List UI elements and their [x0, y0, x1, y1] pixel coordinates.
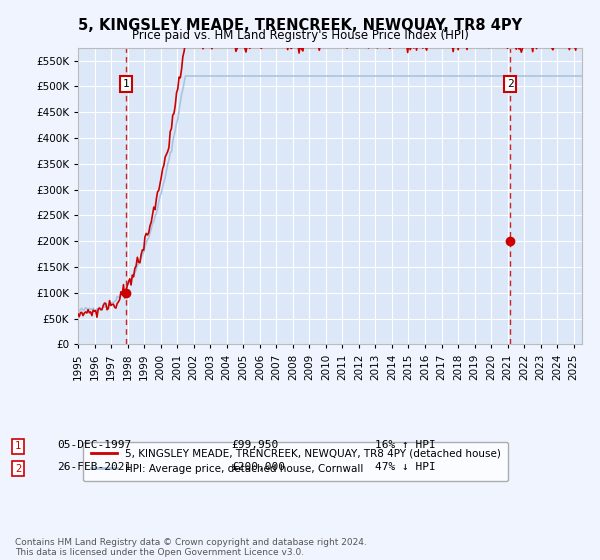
Text: 1: 1	[122, 79, 130, 88]
Text: 2: 2	[506, 79, 514, 88]
Text: 26-FEB-2021: 26-FEB-2021	[57, 463, 131, 473]
Legend: 5, KINGSLEY MEADE, TRENCREEK, NEWQUAY, TR8 4PY (detached house), HPI: Average pr: 5, KINGSLEY MEADE, TRENCREEK, NEWQUAY, T…	[83, 442, 508, 482]
Text: 05-DEC-1997: 05-DEC-1997	[57, 440, 131, 450]
Text: Contains HM Land Registry data © Crown copyright and database right 2024.
This d: Contains HM Land Registry data © Crown c…	[15, 538, 367, 557]
Text: 16% ↑ HPI: 16% ↑ HPI	[375, 440, 436, 450]
Text: £200,000: £200,000	[231, 463, 285, 473]
Text: 5, KINGSLEY MEADE, TRENCREEK, NEWQUAY, TR8 4PY: 5, KINGSLEY MEADE, TRENCREEK, NEWQUAY, T…	[78, 18, 522, 33]
Text: 47% ↓ HPI: 47% ↓ HPI	[375, 463, 436, 473]
Text: £99,950: £99,950	[231, 440, 278, 450]
Text: 1: 1	[15, 441, 21, 451]
Text: 2: 2	[15, 464, 21, 474]
Text: Price paid vs. HM Land Registry's House Price Index (HPI): Price paid vs. HM Land Registry's House …	[131, 29, 469, 42]
